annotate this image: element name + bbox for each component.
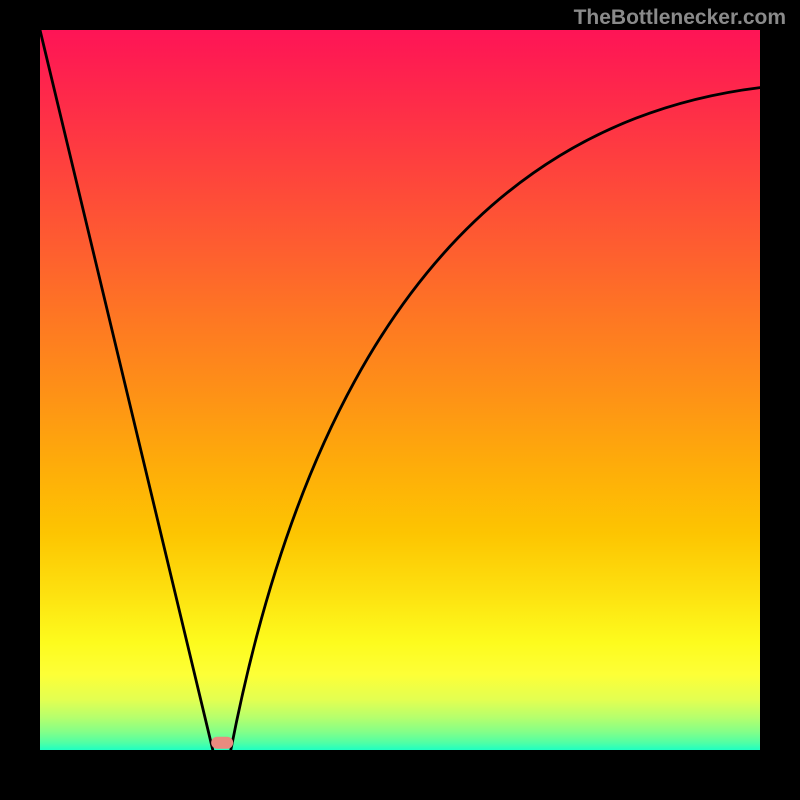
attribution-text: TheBottlenecker.com xyxy=(574,6,786,30)
bottleneck-chart xyxy=(0,0,800,800)
plot-gradient-background xyxy=(40,30,760,750)
dip-marker xyxy=(211,737,233,749)
